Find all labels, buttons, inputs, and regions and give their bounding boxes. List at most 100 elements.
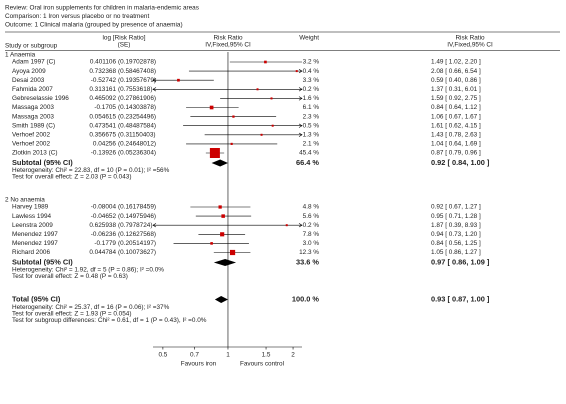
se: (0.12627568) [118,231,156,238]
study-name: Desai 2003 [12,77,45,84]
se: (0.10073627) [118,249,156,256]
summary-name: Subtotal (95% CI) [12,257,73,266]
log-rr: 0.356675 [89,131,116,138]
ci-label: 0.84 [ 0.56, 1.25 ] [431,240,481,247]
log-rr: 0.401106 [90,59,117,66]
study-box [209,105,214,110]
weight: 1.6 % [303,95,320,102]
ci-arrow [298,96,303,101]
ci-label: 0.92 [ 0.67, 1.27 ] [431,204,481,211]
log-rr: 0.732368 [89,68,116,75]
log-rr: -0.13926 [91,150,117,157]
overall-test: Test for overall effect: Z = 1.93 (P = 0… [12,311,131,318]
summary-ci: 0.97 [ 0.86, 1.09 ] [431,257,490,266]
log-rr: -0.1779 [94,240,116,247]
heterogeneity: Heterogeneity: Chi² = 25.37, df = 16 (P … [12,304,170,311]
summary-diamond [211,159,228,167]
study-box [218,205,222,209]
weight: 6.1 % [303,104,320,111]
summary-name: Total (95% CI) [12,294,61,303]
study-name: Menendez 1997 [12,240,58,247]
x-tick-label: 2 [291,352,295,359]
log-rr: -0.06236 [91,231,117,238]
subgroup-title: 1 Anaemia [5,52,36,59]
summary-diamond [213,259,237,266]
col-header: IV,Fixed,95% CI [205,42,251,49]
study-box [270,97,273,100]
review: Review: Oral iron supplements for childr… [5,5,199,12]
study-name: Massaga 2003 [12,113,54,120]
log-rr: 0.044784 [89,249,116,256]
study-box [260,133,263,136]
study-name: Leenstra 2009 [12,222,53,229]
ci-label: 1.04 [ 0.64, 1.69 ] [431,141,481,148]
log-rr: 0.054615 [89,113,116,120]
weight: 5.6 % [303,213,320,220]
se: (0.7978724) [118,222,152,229]
study-name: Adam 1997 (C) [12,59,55,66]
study-box [229,249,236,256]
ci-label: 0.84 [ 0.64, 1.12 ] [431,104,481,111]
ci-arrow [298,123,303,128]
col-header: Risk Ratio [213,35,243,42]
weight: 3.0 % [303,240,320,247]
log-rr: -0.1705 [94,104,116,111]
log-rr: -0.08004 [91,204,117,211]
study-name: Fahmida 2007 [12,86,53,93]
weight: 1.3 % [303,131,320,138]
favours-left: Favours iron [181,361,217,368]
se: (0.24648012) [118,141,156,148]
study-box [295,70,298,73]
col-header: (SE) [118,42,131,49]
se: (0.20514197) [118,240,156,247]
se: (0.19702878) [118,59,156,66]
study-box [230,142,233,145]
col-header: IV,Fixed,95% CI [447,42,493,49]
overall-test: Test for overall effect: Z = 0.48 (P = 0… [12,273,128,280]
se: (0.19357679) [118,77,156,84]
summary-ci: 0.92 [ 0.84, 1.00 ] [431,158,490,167]
study-box [264,60,267,64]
heterogeneity: Heterogeneity: Chi² = 22.83, df = 10 (P … [12,167,170,174]
ci-label: 1.37 [ 0.31, 6.01 ] [431,86,481,93]
log-rr: -0.04652 [91,213,117,220]
ci-label: 1.06 [ 0.67, 1.67 ] [431,113,481,120]
col-header: Study or subgroup [5,43,58,50]
ci-label: 0.59 [ 0.40, 0.86 ] [431,77,481,84]
se: (0.27861906) [118,95,156,102]
study-name: Zlotkin 2013 (C) [12,150,57,157]
subgroup-title: 2 No anaemia [5,197,45,204]
weight: 0.2 % [303,222,320,229]
study-box [271,124,274,127]
se: (0.23254496) [118,113,156,120]
se: (0.31150403) [118,131,156,138]
study-name: Menendez 1997 [12,231,58,238]
summary-weight: 100.0 % [292,294,320,303]
summary-weight: 66.4 % [296,158,319,167]
x-tick-label: 1 [226,352,230,359]
study-name: Verhoef 2002 [12,131,50,138]
ci-arrow [152,78,157,83]
summary-name: Subtotal (95% CI) [12,158,73,167]
weight: 3.2 % [303,59,320,66]
summary-diamond [214,296,228,303]
ci-label: 0.95 [ 0.71, 1.28 ] [431,213,481,220]
favours-right: Favours control [240,361,284,368]
overall-test: Test for overall effect: Z = 2.03 (P = 0… [12,174,131,181]
study-name: Lawless 1994 [12,213,52,220]
ci-arrow [152,87,157,92]
ci-label: 1.61 [ 0.62, 4.15 ] [431,122,481,129]
outcome: Outcome: 1 Clinical malaria (grouped by … [5,22,183,29]
log-rr: 0.465092 [89,95,116,102]
weight: 2.3 % [303,113,320,120]
weight: 2.1 % [303,141,320,148]
study-box [220,232,225,237]
weight: 0.4 % [303,68,320,75]
weight: 4.8 % [303,204,320,211]
study-name: Massaga 2003 [12,104,54,111]
se: (0.14975946) [118,213,156,220]
col-header: log [Risk Ratio] [103,35,146,42]
subgroup-test: Test for subgroup differences: Chi² = 0.… [12,317,207,324]
ci-label: 1.43 [ 0.78, 2.63 ] [431,131,481,138]
log-rr: -0.52742 [91,77,117,84]
